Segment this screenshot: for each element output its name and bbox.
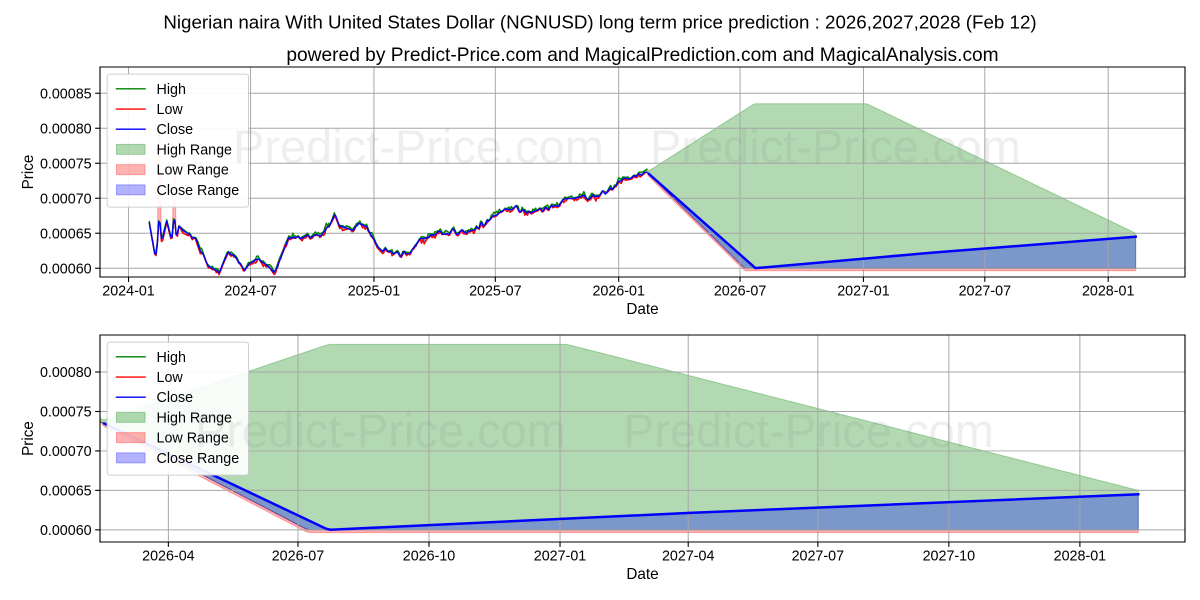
svg-text:0.00080: 0.00080: [40, 365, 92, 381]
svg-text:Low: Low: [157, 370, 184, 386]
svg-text:2024-01: 2024-01: [102, 284, 155, 300]
svg-text:Close: Close: [157, 122, 194, 138]
svg-text:2026-01: 2026-01: [592, 284, 645, 300]
svg-text:Low: Low: [157, 102, 184, 118]
svg-text:0.00070: 0.00070: [40, 191, 92, 207]
svg-text:2028-01: 2028-01: [1082, 284, 1135, 300]
svg-text:Date: Date: [626, 301, 658, 318]
svg-text:2027-01: 2027-01: [534, 549, 587, 565]
svg-text:High Range: High Range: [157, 142, 233, 158]
svg-text:2025-01: 2025-01: [348, 284, 401, 300]
svg-text:2026-07: 2026-07: [272, 549, 325, 565]
svg-text:2027-10: 2027-10: [923, 549, 976, 565]
svg-text:2027-01: 2027-01: [837, 284, 890, 300]
svg-text:0.00085: 0.00085: [40, 86, 92, 102]
svg-text:0.00065: 0.00065: [40, 226, 92, 242]
svg-text:Low Range: Low Range: [157, 163, 229, 179]
svg-text:2026-04: 2026-04: [142, 549, 195, 565]
svg-text:Date: Date: [626, 566, 658, 583]
svg-text:0.00070: 0.00070: [40, 444, 92, 460]
svg-text:2025-07: 2025-07: [469, 284, 522, 300]
svg-text:2026-10: 2026-10: [403, 549, 456, 565]
svg-text:0.00065: 0.00065: [40, 484, 92, 500]
svg-text:2027-04: 2027-04: [662, 549, 715, 565]
svg-text:2027-07: 2027-07: [959, 284, 1012, 300]
svg-text:High: High: [157, 82, 186, 98]
svg-text:powered by Predict-Price.com a: powered by Predict-Price.com and Magical…: [286, 45, 998, 66]
svg-text:0.00075: 0.00075: [40, 156, 92, 172]
svg-text:0.00075: 0.00075: [40, 405, 92, 421]
svg-text:0.00080: 0.00080: [40, 121, 92, 137]
svg-text:Price: Price: [20, 155, 37, 190]
svg-text:2028-01: 2028-01: [1054, 549, 1107, 565]
svg-text:2026-07: 2026-07: [714, 284, 767, 300]
svg-text:Close: Close: [157, 390, 194, 406]
svg-text:Nigerian naira With United Sta: Nigerian naira With United States Dollar…: [163, 12, 1036, 33]
svg-text:2027-07: 2027-07: [792, 549, 845, 565]
svg-text:0.00060: 0.00060: [40, 261, 92, 277]
svg-text:0.00060: 0.00060: [40, 523, 92, 539]
svg-text:High: High: [157, 350, 186, 366]
svg-text:Price: Price: [20, 421, 37, 456]
svg-text:Close Range: Close Range: [157, 183, 240, 199]
svg-text:2024-07: 2024-07: [224, 284, 277, 300]
